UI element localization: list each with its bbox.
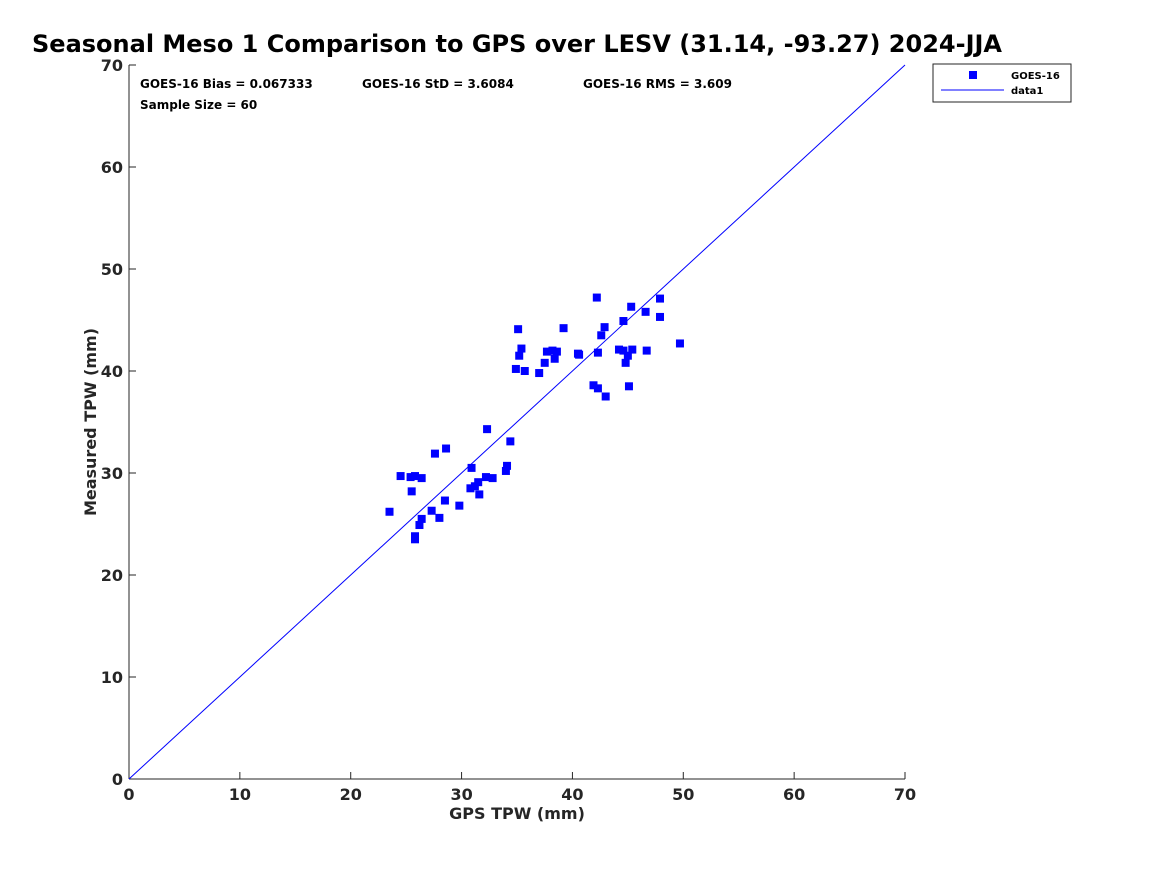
reference-line-layer (128, 64, 906, 780)
scatter-point (430, 449, 439, 458)
reference-line-data1 (128, 64, 906, 780)
scatter-point (481, 473, 490, 482)
scatter-point (619, 346, 628, 355)
scatter-point (550, 354, 559, 363)
scatter-point (396, 472, 405, 481)
scatter-points-layer (385, 293, 684, 544)
scatter-point (621, 358, 630, 367)
x-tick-label: 50 (672, 785, 694, 804)
scatter-point (455, 501, 464, 510)
legend-marker-square-icon (969, 71, 977, 79)
bias-annotation: GOES-16 Bias = 0.067333 (140, 77, 313, 91)
axes (128, 65, 905, 780)
scatter-point (520, 367, 529, 375)
scatter-point (411, 472, 420, 481)
scatter-point (411, 532, 420, 541)
scatter-point (593, 348, 602, 357)
scatter-point (503, 461, 512, 470)
x-tick-label: 70 (894, 785, 916, 804)
y-tick-label: 30 (101, 464, 123, 483)
scatter-point (442, 444, 451, 453)
scatter-point (514, 325, 523, 334)
x-tick-label: 60 (783, 785, 805, 804)
scatter-point (619, 317, 628, 326)
scatter-point (642, 346, 651, 355)
scatter-point (601, 392, 610, 401)
scatter-point (488, 474, 497, 483)
legend-label-data1: data1 (1011, 86, 1043, 97)
scatter-point (656, 312, 665, 321)
x-axis-label: GPS TPW (mm) (449, 804, 585, 823)
scatter-point (417, 514, 426, 523)
y-tick-label: 40 (101, 362, 123, 381)
y-axis-ticks: 0 10 20 30 40 50 60 70 (101, 56, 136, 789)
scatter-point (515, 351, 524, 360)
y-tick-label: 10 (101, 668, 123, 687)
y-tick-label: 20 (101, 566, 123, 585)
y-tick-label: 50 (101, 260, 123, 279)
legend-box (932, 63, 1072, 103)
scatter-point (575, 350, 584, 359)
scatter-point (600, 323, 609, 332)
scatter-point (627, 302, 636, 311)
rms-annotation: GOES-16 RMS = 3.609 (583, 77, 732, 91)
scatter-point (593, 384, 602, 393)
legend-label-goes16: GOES-16 (1011, 71, 1060, 82)
scatter-point (407, 487, 416, 496)
x-axis-ticks: 0 10 20 30 40 50 60 70 (123, 772, 916, 804)
scatter-point (675, 339, 684, 348)
scatter-point (440, 496, 449, 505)
scatter-point (623, 351, 632, 360)
legend: GOES-16 data1 (932, 63, 1072, 103)
scatter-point (614, 345, 623, 354)
scatter-point (415, 521, 424, 530)
scatter-point (628, 345, 637, 354)
scatter-point (417, 474, 426, 483)
scatter-point (624, 382, 633, 391)
scatter-point (501, 466, 510, 475)
scatter-point (656, 294, 665, 303)
scatter-point (535, 369, 544, 378)
x-tick-label: 0 (123, 785, 134, 804)
y-tick-label: 0 (112, 770, 123, 789)
scatter-point (511, 364, 520, 373)
scatter-point (592, 293, 601, 302)
scatter-point (385, 507, 394, 516)
scatter-point (548, 346, 557, 355)
x-tick-label: 40 (561, 785, 583, 804)
scatter-point (597, 331, 606, 340)
scatter-point (406, 473, 415, 482)
plot-area: 0 10 20 30 40 50 60 70 0 10 20 30 40 50 60 70 (101, 56, 916, 804)
y-tick-label: 70 (101, 56, 123, 75)
sample-size-annotation: Sample Size = 60 (140, 98, 257, 112)
scatter-point (483, 425, 492, 434)
x-tick-label: 30 (450, 785, 472, 804)
x-tick-label: 10 (229, 785, 251, 804)
scatter-point (475, 490, 484, 499)
scatter-point (641, 307, 650, 316)
scatter-point (589, 381, 598, 390)
scatter-point (466, 484, 475, 493)
scatter-point (427, 506, 436, 515)
chart-title: Seasonal Meso 1 Comparison to GPS over L… (32, 30, 1002, 58)
scatter-point (474, 478, 483, 487)
x-tick-label: 20 (340, 785, 362, 804)
scatter-point (542, 347, 551, 356)
y-axis-label: Measured TPW (mm) (81, 328, 100, 516)
scatter-point (467, 463, 476, 472)
scatter-point (517, 344, 526, 353)
scatter-point (552, 347, 561, 356)
scatter-point (506, 437, 515, 446)
scatter-point (540, 358, 549, 367)
scatter-point (559, 324, 568, 333)
scatter-point (435, 513, 444, 522)
std-annotation: GOES-16 StD = 3.6084 (362, 77, 514, 91)
y-tick-label: 60 (101, 158, 123, 177)
scatter-point (470, 482, 479, 491)
